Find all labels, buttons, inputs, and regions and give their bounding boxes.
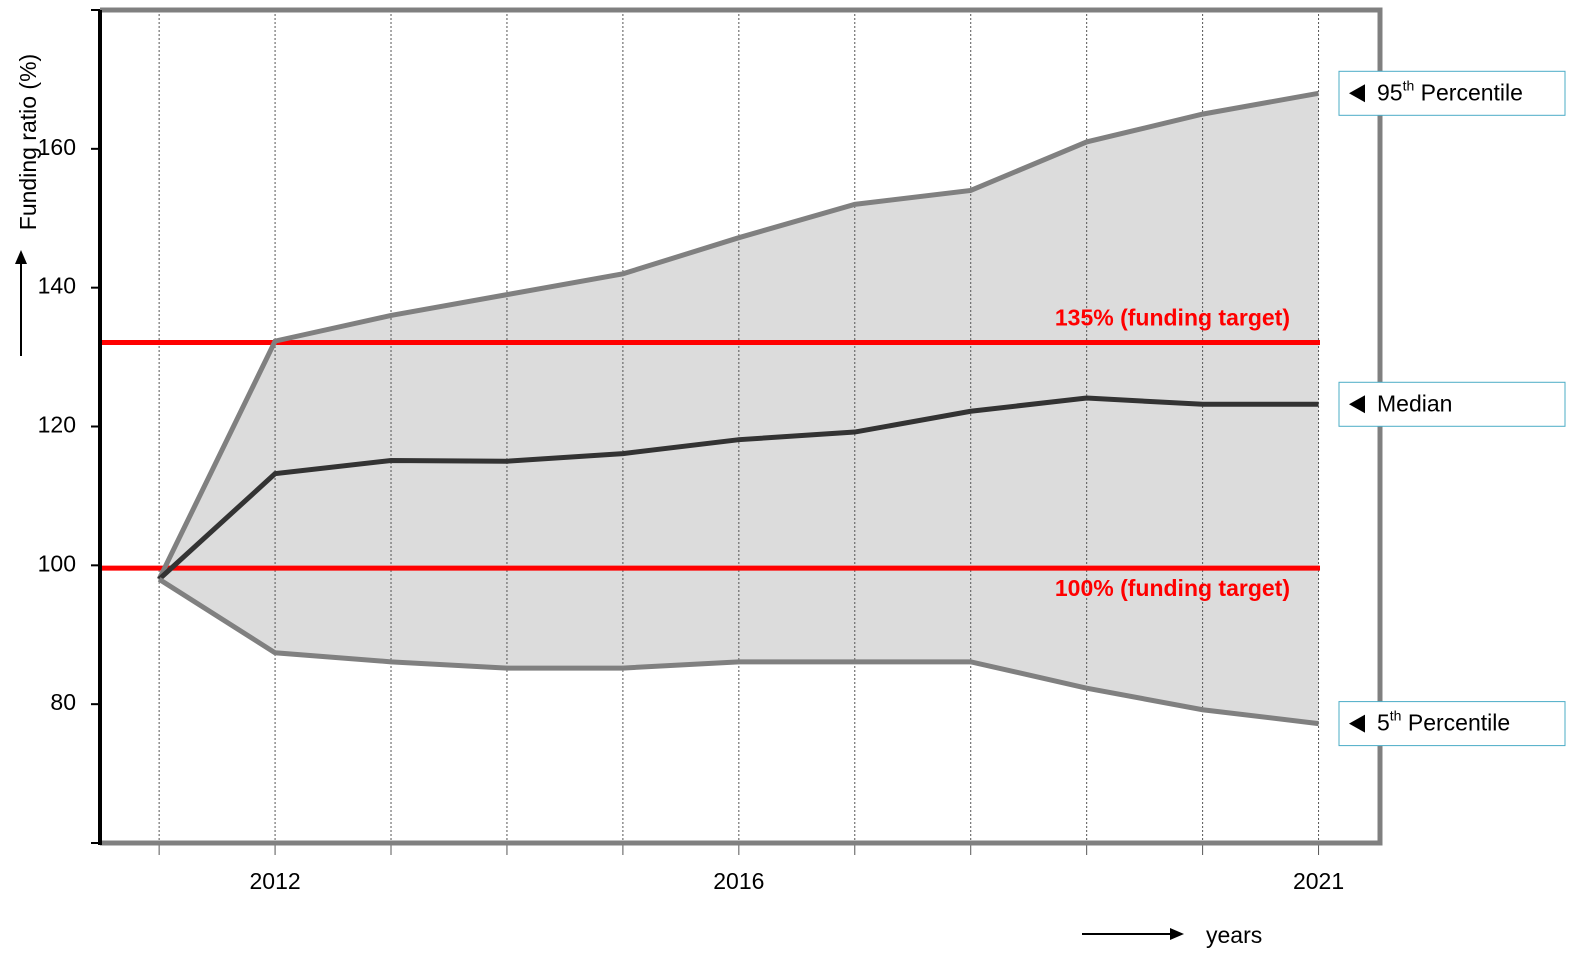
series-label: Median [1377,390,1452,416]
series-label-arrow [1349,395,1365,414]
y-axis-label: Funding ratio (%) [15,54,41,230]
y-tick-label: 140 [38,273,76,299]
series-line [156,90,1319,581]
y-tick-label: 160 [38,134,76,160]
series-label-arrow [1349,84,1365,103]
reference-label: 135% (funding target) [1055,305,1290,331]
series-label: 95th Percentile [1377,77,1523,105]
series-label-box [1338,701,1566,747]
series-line [157,577,1319,727]
series-label-arrow [1349,714,1365,733]
x-tick-label: 2021 [1293,868,1344,894]
reference-label: 100% (funding target) [1055,575,1290,601]
x-tick-label: 2012 [249,868,300,894]
series-label: 5th Percentile [1377,707,1510,735]
x-axis-arrowhead [1170,928,1184,940]
x-axis-label: years [1206,922,1262,948]
y-tick-label: 120 [38,412,76,438]
series-label-box [1338,70,1566,116]
series-line [157,395,1319,582]
y-axis-arrowhead [15,250,27,264]
y-tick-label: 100 [38,550,76,576]
x-tick-label: 2016 [713,868,764,894]
series-label-box [1338,381,1566,427]
y-tick-label: 80 [50,689,76,715]
